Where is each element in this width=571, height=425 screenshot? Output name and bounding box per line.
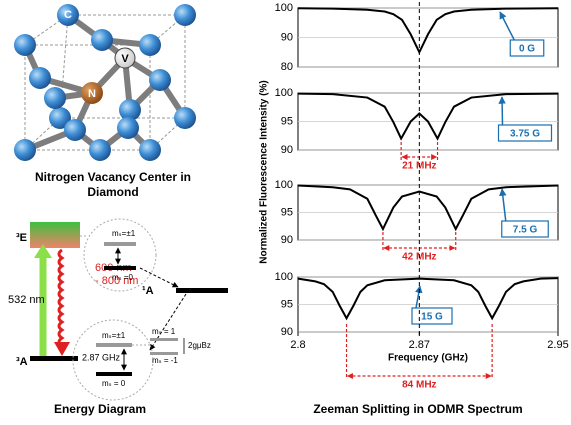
excited-label: ³E <box>16 232 27 244</box>
level <box>104 242 136 246</box>
y-tick-label: 100 <box>275 87 293 99</box>
emission-head <box>54 342 70 356</box>
carbon-atom <box>91 29 113 51</box>
annotation-arrow <box>502 97 503 125</box>
emission-arrow <box>59 250 62 346</box>
vacancy-label: V <box>121 53 129 65</box>
level <box>96 343 132 347</box>
carbon-atom <box>174 107 196 129</box>
y-axis-label: Normalized Fluorescence Intensity (%) <box>259 80 270 263</box>
carbon-label: C <box>64 9 72 21</box>
excited-state <box>30 222 80 248</box>
splitting-label: 84 MHz <box>402 380 436 391</box>
panel: 90 95 100 2.8 2.87 2.95 15 G 84 MHz <box>275 271 569 391</box>
carbon-atom <box>89 139 111 161</box>
level <box>104 266 136 270</box>
zfs-label: 2.87 GHz <box>82 352 121 362</box>
y-tick-label: 95 <box>281 115 293 127</box>
y-tick-label: 80 <box>281 61 293 73</box>
carbon-atom <box>139 139 161 161</box>
lattice-caption: Nitrogen Vacancy Center in <box>35 170 191 184</box>
panel: 80 90 100 0 G <box>275 2 558 73</box>
x-tick-label: 2.8 <box>290 339 305 351</box>
y-tick-label: 100 <box>275 271 293 283</box>
level-label: mₛ=±1 <box>112 229 136 238</box>
singlet-label: ¹A <box>142 285 154 297</box>
carbon-atom <box>149 69 171 91</box>
field-label: 3.75 G <box>510 129 540 140</box>
pump-label: 532 nm <box>8 294 45 306</box>
singlet-state <box>176 288 228 293</box>
field-label: 7.5 G <box>513 225 538 236</box>
carbon-atom <box>139 34 161 56</box>
level-label: mₛ =0 <box>112 273 134 282</box>
odmr-title: Zeeman Splitting in ODMR Spectrum <box>313 402 522 416</box>
y-tick-label: 90 <box>281 326 293 338</box>
carbon-atom <box>14 34 36 56</box>
level-label: mₛ = 0 <box>102 379 126 388</box>
y-tick-label: 100 <box>275 179 293 191</box>
y-tick-label: 90 <box>281 31 293 43</box>
carbon-atom <box>64 119 86 141</box>
field-label: 15 G <box>421 312 443 323</box>
level-label: mₛ = 1 <box>152 327 176 336</box>
energy-caption: Energy Diagram <box>54 402 146 416</box>
field-label: 0 G <box>519 44 535 55</box>
carbon-atom <box>29 67 51 89</box>
y-tick-label: 90 <box>281 234 293 246</box>
y-tick-label: 95 <box>281 298 293 310</box>
x-tick-label: 2.95 <box>547 339 568 351</box>
carbon-atom <box>14 139 36 161</box>
x-tick-label: 2.87 <box>409 339 430 351</box>
level-label: mₛ = -1 <box>152 356 178 365</box>
carbon-atom <box>174 4 196 26</box>
figure: C V N Nitrogen Vacancy Center inDiamond ³E 53… <box>0 0 571 425</box>
carbon-atom <box>44 87 66 109</box>
carbon-atom <box>117 117 139 139</box>
level <box>150 338 178 341</box>
y-tick-label: 100 <box>275 2 293 14</box>
y-tick-label: 90 <box>281 144 293 156</box>
level <box>150 352 178 355</box>
level-label: mₛ=±1 <box>102 331 126 340</box>
nitrogen-label: N <box>88 88 96 100</box>
isc-arrow <box>150 294 186 350</box>
ground-state <box>30 356 78 361</box>
lattice-caption: Diamond <box>87 185 138 199</box>
x-axis-label: Frequency (GHz) <box>388 353 468 364</box>
zeeman-label: 2gμBz <box>188 341 211 350</box>
ground-label: ³A <box>16 356 28 368</box>
level <box>96 372 132 376</box>
y-tick-label: 95 <box>281 206 293 218</box>
